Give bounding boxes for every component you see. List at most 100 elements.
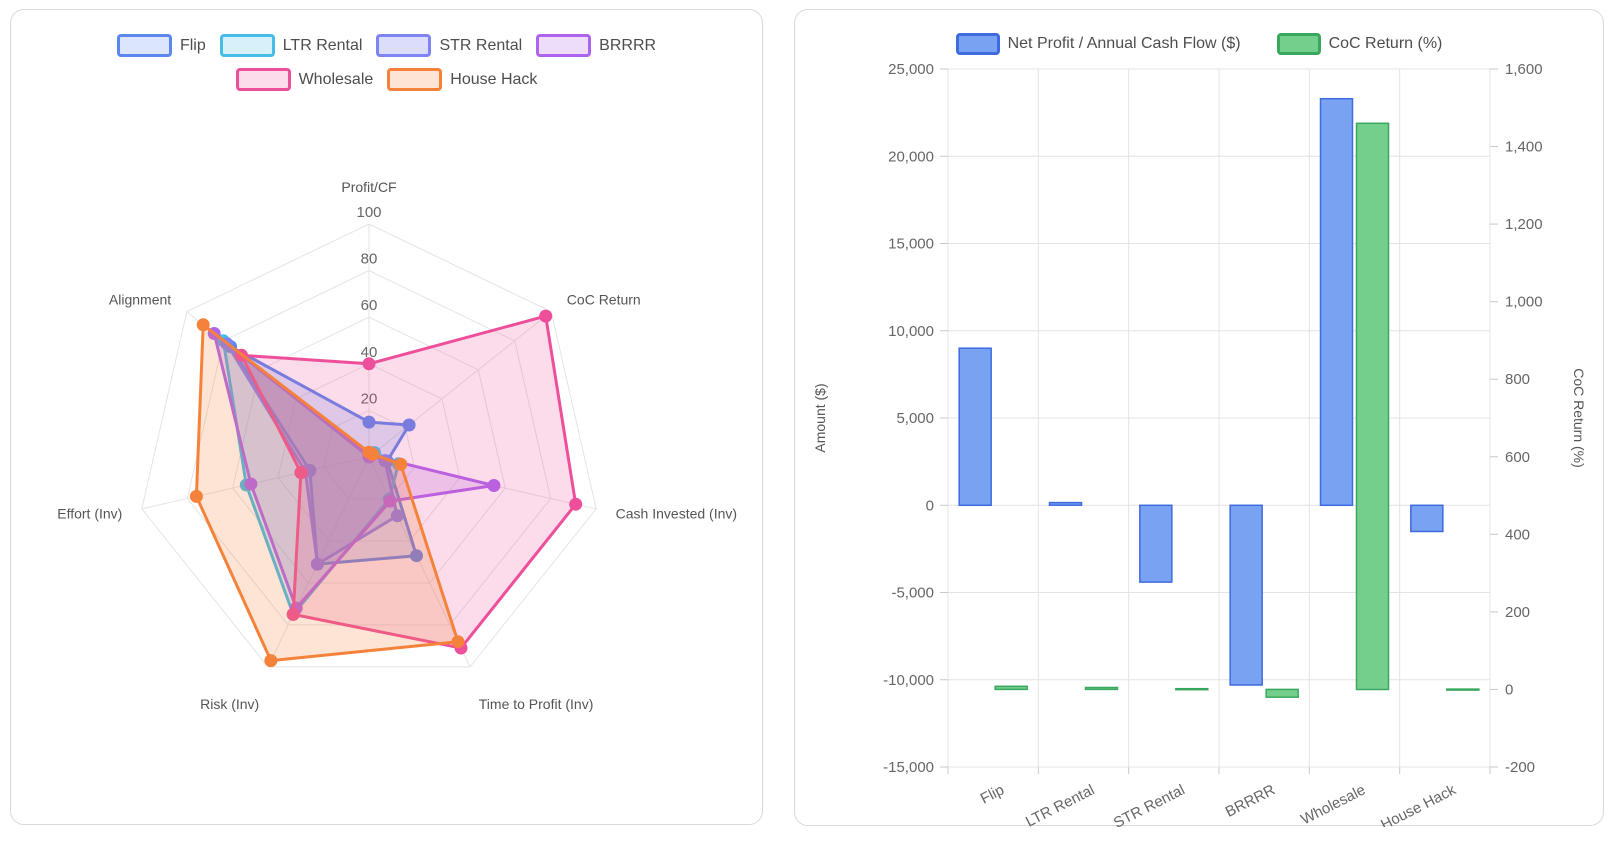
legend-swatch-wholesale (235, 68, 291, 91)
legend-label: House Hack (450, 70, 538, 88)
legend-label: STR Rental (439, 36, 523, 54)
radar-point[interactable] (310, 557, 324, 571)
right-axis-tick-label: 1,400 (1505, 139, 1543, 156)
left-axis-tick-label: 15,000 (888, 236, 934, 253)
legend-label: Flip (179, 36, 206, 54)
radar-chart[interactable]: 20 40 60 80 100 Profit/CF CoC Return Cash Inves… (11, 10, 764, 826)
radar-point[interactable] (487, 479, 501, 492)
legend-swatch-coc-return (1276, 33, 1321, 55)
radar-axis-label-time-to-profit-inv: Time to Profit (Inv) (479, 696, 594, 712)
bar-brrrr-amount[interactable] (1229, 504, 1263, 686)
radar-axis-label-profit-cf: Profit/CF (341, 179, 396, 195)
right-axis-tick-label: 1,000 (1505, 294, 1543, 311)
radar-point[interactable] (383, 494, 397, 508)
legend-item-ltr-rental[interactable]: LTR Rental (219, 34, 362, 57)
legend-item-str-rental[interactable]: STR Rental (376, 34, 522, 57)
radar-axis-label-effort-inv: Effort (Inv) (57, 505, 122, 521)
radar-tick-label: 20 (361, 390, 378, 407)
legend-item-net-profit-annual-cash-flow[interactable]: Net Profit / Annual Cash Flow ($) (955, 33, 1241, 55)
right-axis-tick-label: 1,200 (1505, 216, 1543, 233)
radar-point[interactable] (286, 607, 300, 621)
bar-ltr-rental-coc[interactable] (1084, 686, 1119, 691)
legend-item-wholesale[interactable]: Wholesale (235, 68, 374, 91)
left-axis-tick-label: 0 (926, 497, 934, 514)
bar-flip-coc[interactable] (994, 685, 1028, 691)
right-axis-tick-label: 0 (1505, 681, 1513, 698)
radar-tick-label: 40 (361, 344, 378, 361)
radar-series-house-hack (189, 318, 465, 668)
category-label-brrrr: BRRRR (1223, 781, 1278, 820)
legend-swatch-flip (116, 34, 172, 57)
radar-point[interactable] (569, 497, 583, 511)
left-axis-tick-label: -10,000 (883, 672, 934, 689)
radar-point[interactable] (189, 489, 203, 503)
bar-house-hack-coc[interactable] (1446, 688, 1480, 691)
radar-point[interactable] (294, 466, 308, 480)
radar-point[interactable] (402, 418, 416, 432)
radar-point[interactable] (410, 549, 423, 563)
radar-tick-label: 60 (361, 297, 378, 314)
radar-axis-label-risk-inv: Risk (Inv) (200, 696, 259, 712)
radar-point[interactable] (362, 357, 376, 371)
right-axis-title: CoC Return (%) (1571, 368, 1587, 468)
radar-point[interactable] (244, 477, 258, 491)
bar-chart[interactable]: 25,000 20,000 15,000 10,000 5,000 0 -5,000 -10,… (795, 10, 1605, 827)
right-axis-tick-label: 400 (1505, 526, 1530, 543)
legend-item-brrrr[interactable]: BRRRR (536, 34, 656, 57)
bar-ltr-rental-amount[interactable] (1048, 501, 1083, 506)
category-label-ltr-rental: LTR Rental (1023, 781, 1097, 827)
legend-swatch-net-profit-annual-cash-flow (955, 33, 1000, 55)
right-axis-tick-label: 800 (1505, 371, 1530, 388)
radar-legend-row-2: Wholesale House Hack (11, 68, 762, 91)
bar-wholesale-amount[interactable] (1319, 97, 1354, 507)
legend-item-coc-return[interactable]: CoC Return (%) (1276, 33, 1443, 55)
radar-series-flip (224, 340, 423, 571)
left-axis-tick-label: 25,000 (888, 61, 934, 78)
legend-item-house-hack[interactable]: House Hack (387, 68, 537, 91)
left-axis-tick-label: 10,000 (888, 323, 934, 340)
category-label-str-rental: STR Rental (1111, 781, 1188, 827)
radar-axis-label-cash-invested-inv: Cash Invested (Inv) (616, 505, 737, 521)
radar-point[interactable] (264, 654, 278, 668)
radar-point[interactable] (394, 457, 408, 471)
bar-panel: Net Profit / Annual Cash Flow ($) CoC Ret… (794, 9, 1605, 827)
bar-flip-amount[interactable] (958, 347, 992, 507)
bar-str-rental-amount[interactable] (1139, 504, 1173, 583)
right-axis-tick-label: 600 (1505, 449, 1530, 466)
bar-legend: Net Profit / Annual Cash Flow ($) CoC Ret… (795, 33, 1603, 55)
radar-point[interactable] (390, 509, 404, 523)
radar-point[interactable] (196, 318, 210, 332)
bar-brrrr-coc[interactable] (1265, 688, 1299, 698)
radar-panel: Flip LTR Rental STR Rental BRRRR Wholesale H… (10, 9, 763, 825)
radar-point[interactable] (539, 309, 553, 323)
legend-swatch-str-rental (376, 34, 432, 57)
legend-label: Wholesale (298, 70, 374, 88)
left-axis-tick-label: 5,000 (896, 410, 934, 427)
legend-label: BRRRR (599, 36, 657, 54)
right-axis-tick-label: 200 (1505, 604, 1530, 621)
bar-series-coc-return (994, 122, 1480, 698)
legend-swatch-ltr-rental (219, 34, 275, 57)
bar-wholesale-coc[interactable] (1355, 122, 1390, 691)
left-axis-tick-label: -15,000 (883, 759, 934, 776)
legend-item-flip[interactable]: Flip (116, 34, 206, 57)
left-axis-title: Amount ($) (812, 383, 828, 452)
radar-tick-label: 80 (361, 251, 378, 268)
bar-house-hack-amount[interactable] (1410, 504, 1444, 533)
legend-label: CoC Return (%) (1328, 35, 1443, 52)
bar-str-rental-coc[interactable] (1175, 687, 1209, 691)
radar-axis-label-coc-return: CoC Return (567, 291, 641, 307)
radar-point[interactable] (362, 415, 376, 429)
bar-series-net-profit-annual-cash-flow (958, 97, 1444, 686)
radar-grid: 20 40 60 80 100 (141, 204, 597, 668)
left-axis-tick-label: -5,000 (891, 585, 934, 602)
legend-swatch-brrrr (536, 34, 592, 57)
radar-tick-label: 100 (356, 204, 381, 221)
radar-point[interactable] (451, 635, 465, 649)
right-axis-tick-label: 1,600 (1505, 61, 1543, 78)
radar-series-wholesale (235, 309, 583, 655)
category-label-wholesale: Wholesale (1298, 781, 1368, 827)
radar-point[interactable] (366, 447, 380, 461)
left-axis-tick-label: 20,000 (888, 148, 934, 165)
